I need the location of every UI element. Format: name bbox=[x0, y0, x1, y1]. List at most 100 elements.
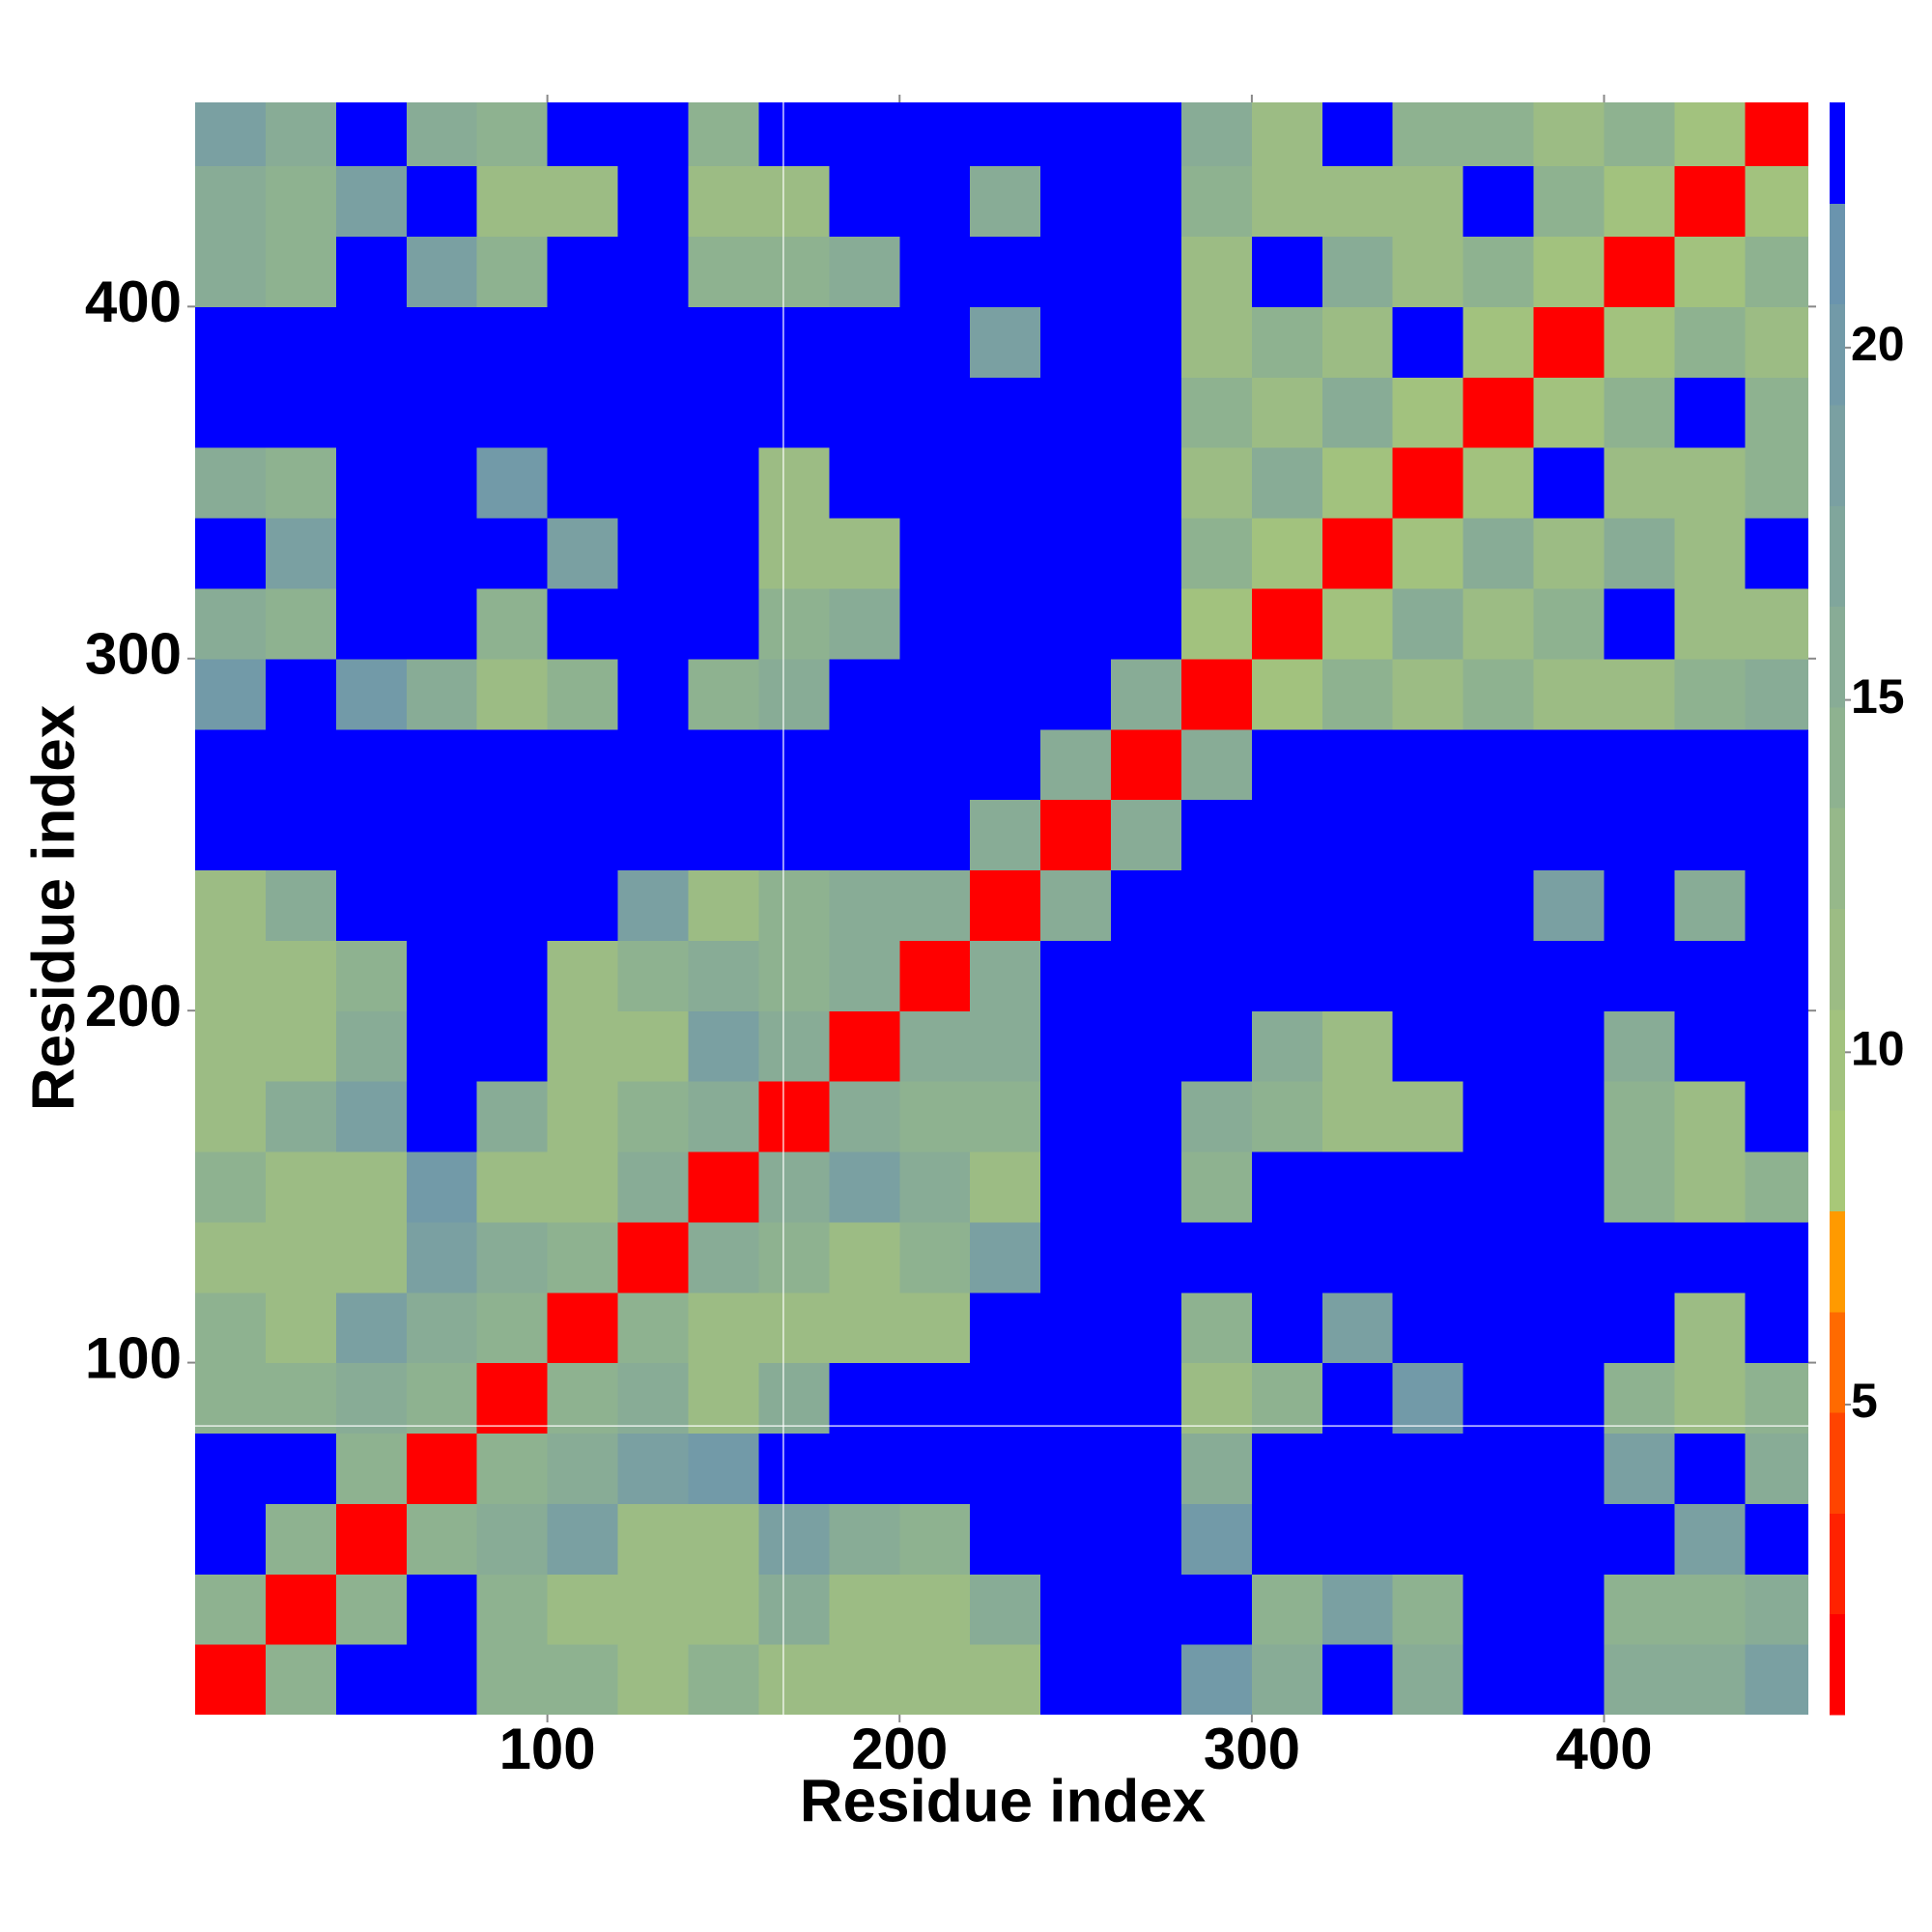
heatmap-cell bbox=[1463, 1292, 1535, 1364]
heatmap-cell bbox=[1745, 1292, 1808, 1364]
heatmap-cell bbox=[1251, 1362, 1323, 1435]
heatmap-cell bbox=[758, 869, 830, 941]
heatmap-cell bbox=[476, 1221, 549, 1293]
heatmap bbox=[195, 102, 1808, 1715]
heatmap-cell bbox=[1533, 1010, 1605, 1082]
heatmap-cell bbox=[1392, 1362, 1464, 1435]
heatmap-cell bbox=[1040, 1010, 1112, 1082]
heatmap-cell bbox=[1111, 799, 1182, 871]
heatmap-cell bbox=[406, 1221, 478, 1293]
heatmap-cell bbox=[1111, 236, 1182, 307]
heatmap-cell bbox=[1533, 1362, 1605, 1435]
heatmap-cell bbox=[758, 377, 830, 448]
heatmap-cell bbox=[617, 236, 690, 307]
heatmap-cell bbox=[829, 236, 900, 307]
heatmap-cell bbox=[1321, 1151, 1394, 1223]
heatmap-cell bbox=[547, 940, 619, 1011]
heatmap-cell bbox=[1392, 1644, 1464, 1715]
heatmap-cell bbox=[1251, 102, 1323, 167]
heatmap-cell bbox=[1180, 102, 1253, 167]
heatmap-cell bbox=[406, 1644, 478, 1715]
heatmap-cell bbox=[1745, 1081, 1808, 1152]
heatmap-cell bbox=[1111, 587, 1182, 660]
heatmap-cell bbox=[1111, 1081, 1182, 1152]
heatmap-cell bbox=[406, 658, 478, 730]
heatmap-cell bbox=[265, 1503, 337, 1575]
heatmap-cell bbox=[406, 518, 478, 589]
heatmap-cell bbox=[1180, 799, 1253, 871]
heatmap-cell bbox=[1463, 1221, 1535, 1293]
heatmap-cell bbox=[617, 1221, 690, 1293]
heatmap-cell bbox=[1745, 1644, 1808, 1715]
heatmap-cell bbox=[899, 940, 971, 1011]
heatmap-cell bbox=[1040, 1292, 1112, 1364]
heatmap-cell bbox=[1604, 940, 1676, 1011]
heatmap-cell bbox=[1533, 518, 1605, 589]
colorbar-segment bbox=[1830, 203, 1845, 305]
heatmap-cell bbox=[265, 518, 337, 589]
heatmap-cell bbox=[476, 1574, 549, 1645]
colorbar-segment bbox=[1830, 303, 1845, 406]
heatmap-cell bbox=[1392, 658, 1464, 730]
heatmap-cell bbox=[265, 658, 337, 730]
heatmap-cell bbox=[617, 518, 690, 589]
heatmap-cell bbox=[195, 658, 267, 730]
x-tick-label: 200 bbox=[851, 1717, 948, 1781]
heatmap-cell bbox=[1392, 1503, 1464, 1575]
heatmap-cell bbox=[829, 165, 900, 238]
heatmap-cell bbox=[1321, 587, 1394, 660]
heatmap-cell bbox=[406, 1574, 478, 1645]
heatmap-cell bbox=[758, 236, 830, 307]
heatmap-cell bbox=[1251, 1081, 1323, 1152]
heatmap-cell bbox=[195, 377, 267, 448]
heatmap-cell bbox=[1321, 236, 1394, 307]
heatmap-cell bbox=[406, 587, 478, 660]
heatmap-cell bbox=[195, 1221, 267, 1293]
heatmap-cell bbox=[1604, 1221, 1676, 1293]
heatmap-cell bbox=[970, 1644, 1041, 1715]
heatmap-cell bbox=[476, 1010, 549, 1082]
heatmap-cell bbox=[758, 447, 830, 519]
heatmap-cell bbox=[1604, 728, 1676, 801]
heatmap-cell bbox=[829, 658, 900, 730]
heatmap-cell bbox=[617, 1292, 690, 1364]
heatmap-cell bbox=[1111, 728, 1182, 801]
heatmap-cell bbox=[476, 1292, 549, 1364]
heatmap-cell bbox=[195, 236, 267, 307]
heatmap-cell bbox=[476, 1081, 549, 1152]
heatmap-cell bbox=[1040, 869, 1112, 941]
heatmap-cell bbox=[476, 1503, 549, 1575]
heatmap-cell bbox=[476, 1151, 549, 1223]
heatmap-cell bbox=[1392, 236, 1464, 307]
heatmap-cell bbox=[829, 306, 900, 378]
heatmap-cell bbox=[547, 165, 619, 238]
heatmap-cell bbox=[1604, 869, 1676, 941]
colorbar-segment bbox=[1830, 1513, 1845, 1615]
heatmap-cell bbox=[617, 1362, 690, 1435]
heatmap-cell bbox=[1321, 377, 1394, 448]
heatmap-cell bbox=[1674, 728, 1746, 801]
heatmap-cell bbox=[1180, 869, 1253, 941]
heatmap-cell bbox=[195, 1362, 267, 1435]
heatmap-cell bbox=[1604, 1081, 1676, 1152]
heatmap-cell bbox=[1040, 306, 1112, 378]
heatmap-cell bbox=[970, 1362, 1041, 1435]
heatmap-cell bbox=[1533, 799, 1605, 871]
heatmap-cell bbox=[1180, 728, 1253, 801]
heatmap-cell bbox=[335, 940, 408, 1011]
heatmap-cell bbox=[829, 1503, 900, 1575]
heatmap-cell bbox=[617, 1574, 690, 1645]
colorbar-tick-label: 15 bbox=[1851, 669, 1905, 724]
heatmap-cell bbox=[1321, 1292, 1394, 1364]
heatmap-cell bbox=[899, 377, 971, 448]
heatmap-cell bbox=[547, 1574, 619, 1645]
heatmap-cell bbox=[899, 1292, 971, 1364]
heatmap-cell bbox=[195, 306, 267, 378]
colorbar-segment bbox=[1830, 404, 1845, 506]
heatmap-cell bbox=[899, 869, 971, 941]
heatmap-cell bbox=[547, 102, 619, 167]
heatmap-cell bbox=[476, 102, 549, 167]
heatmap-cell bbox=[758, 940, 830, 1011]
heatmap-cell bbox=[1392, 1221, 1464, 1293]
heatmap-cell bbox=[758, 102, 830, 167]
